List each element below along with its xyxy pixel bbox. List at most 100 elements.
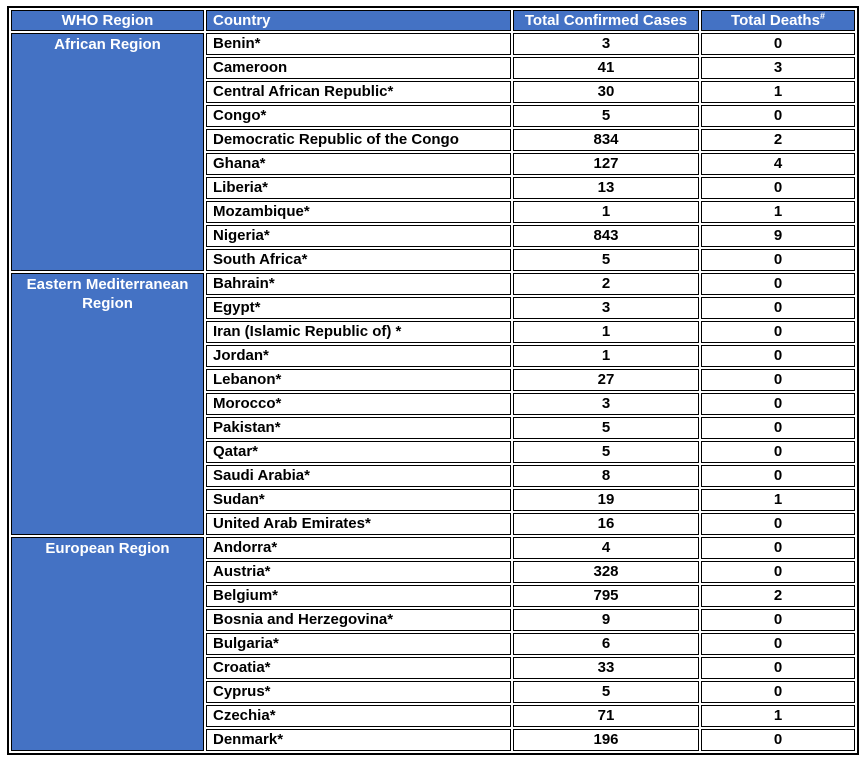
cases-cell: 3 xyxy=(513,297,699,319)
table-row: African Region Benin* 3 0 xyxy=(11,33,855,271)
table-row: Liberia* 13 0 xyxy=(11,177,855,199)
deaths-cell: 0 xyxy=(701,633,855,655)
cases-cell: 9 xyxy=(513,609,699,631)
table-row: South Africa* 5 0 xyxy=(11,249,855,271)
cases-cell: 71 xyxy=(513,705,699,727)
country-cell: Austria* xyxy=(206,561,511,583)
cases-cell: 19 xyxy=(513,489,699,511)
deaths-cell: 3 xyxy=(701,57,855,79)
cases-cell: 5 xyxy=(513,249,699,271)
cases-cell: 1 xyxy=(513,201,699,223)
table-row: Cameroon 41 3 xyxy=(11,57,855,79)
country-cell: Iran (Islamic Republic of) * xyxy=(206,321,511,343)
table-row: Cyprus* 5 0 xyxy=(11,681,855,703)
table-row: United Arab Emirates* 16 0 xyxy=(11,513,855,535)
country-cell: Sudan* xyxy=(206,489,511,511)
col-header-total-deaths: Total Deaths# xyxy=(701,10,855,31)
who-region-case-table: WHO Region Country Total Confirmed Cases… xyxy=(7,6,859,755)
table-row: Iran (Islamic Republic of) * 1 0 xyxy=(11,321,855,343)
cases-cell: 3 xyxy=(513,393,699,415)
col-header-total-confirmed-cases: Total Confirmed Cases xyxy=(513,10,699,31)
deaths-cell: 0 xyxy=(701,177,855,199)
deaths-cell: 0 xyxy=(701,297,855,319)
cases-cell: 5 xyxy=(513,681,699,703)
cases-cell: 5 xyxy=(513,417,699,439)
cases-cell: 328 xyxy=(513,561,699,583)
table-row: Austria* 328 0 xyxy=(11,561,855,583)
cases-cell: 41 xyxy=(513,57,699,79)
country-cell: Lebanon* xyxy=(206,369,511,391)
cases-cell: 13 xyxy=(513,177,699,199)
cases-cell: 5 xyxy=(513,441,699,463)
cases-cell: 3 xyxy=(513,33,699,55)
cases-cell: 8 xyxy=(513,465,699,487)
table-row: Qatar* 5 0 xyxy=(11,441,855,463)
deaths-cell: 0 xyxy=(701,681,855,703)
cases-cell: 127 xyxy=(513,153,699,175)
country-cell: Bulgaria* xyxy=(206,633,511,655)
deaths-cell: 4 xyxy=(701,153,855,175)
country-cell: Cyprus* xyxy=(206,681,511,703)
deaths-cell: 0 xyxy=(701,369,855,391)
deaths-cell: 0 xyxy=(701,657,855,679)
country-cell: Andorra* xyxy=(206,537,511,559)
deaths-cell: 0 xyxy=(701,249,855,271)
table-row: Ghana* 127 4 xyxy=(11,153,855,175)
country-cell: Cameroon xyxy=(206,57,511,79)
deaths-cell: 0 xyxy=(701,393,855,415)
region-cell: European Region xyxy=(11,537,204,751)
country-cell: Denmark* xyxy=(206,729,511,751)
country-cell: Pakistan* xyxy=(206,417,511,439)
deaths-cell: 1 xyxy=(701,705,855,727)
cases-cell: 6 xyxy=(513,633,699,655)
deaths-cell: 0 xyxy=(701,417,855,439)
col-header-country: Country xyxy=(206,10,511,31)
deaths-cell: 0 xyxy=(701,441,855,463)
deaths-cell: 0 xyxy=(701,513,855,535)
table-row: Jordan* 1 0 xyxy=(11,345,855,367)
country-cell: Egypt* xyxy=(206,297,511,319)
table-row: Sudan* 19 1 xyxy=(11,489,855,511)
table-row: European Region Andorra* 4 0 xyxy=(11,537,855,751)
table-row: Morocco* 3 0 xyxy=(11,393,855,415)
country-cell: Ghana* xyxy=(206,153,511,175)
total-deaths-footnote-marker: # xyxy=(819,11,825,21)
country-cell: Liberia* xyxy=(206,177,511,199)
table-body: African Region Benin* 3 0 Cameroon 41 3 Central… xyxy=(11,33,855,751)
deaths-cell: 9 xyxy=(701,225,855,247)
deaths-cell: 2 xyxy=(701,585,855,607)
deaths-cell: 0 xyxy=(701,273,855,295)
table-row: Czechia* 71 1 xyxy=(11,705,855,727)
deaths-cell: 0 xyxy=(701,729,855,751)
country-cell: Belgium* xyxy=(206,585,511,607)
country-cell: Congo* xyxy=(206,105,511,127)
deaths-cell: 0 xyxy=(701,33,855,55)
table-row: Congo* 5 0 xyxy=(11,105,855,127)
document-page: WHO Region Country Total Confirmed Cases… xyxy=(7,6,859,755)
deaths-cell: 2 xyxy=(701,129,855,151)
table-row: Croatia* 33 0 xyxy=(11,657,855,679)
country-cell: Central African Republic* xyxy=(206,81,511,103)
deaths-cell: 0 xyxy=(701,345,855,367)
deaths-cell: 0 xyxy=(701,609,855,631)
deaths-cell: 1 xyxy=(701,201,855,223)
table-row: Democratic Republic of the Congo 834 2 xyxy=(11,129,855,151)
cases-cell: 795 xyxy=(513,585,699,607)
deaths-cell: 1 xyxy=(701,489,855,511)
country-cell: Benin* xyxy=(206,33,511,55)
col-header-total-deaths-label: Total Deaths xyxy=(731,12,820,29)
table-row: Mozambique* 1 1 xyxy=(11,201,855,223)
country-cell: Czechia* xyxy=(206,705,511,727)
cases-cell: 2 xyxy=(513,273,699,295)
table-row: Bulgaria* 6 0 xyxy=(11,633,855,655)
table-row: Saudi Arabia* 8 0 xyxy=(11,465,855,487)
region-cell: Eastern Mediterranean Region xyxy=(11,273,204,535)
cases-cell: 834 xyxy=(513,129,699,151)
cases-cell: 4 xyxy=(513,537,699,559)
deaths-cell: 0 xyxy=(701,465,855,487)
cases-cell: 1 xyxy=(513,321,699,343)
table-row: Bosnia and Herzegovina* 9 0 xyxy=(11,609,855,631)
table-row: Lebanon* 27 0 xyxy=(11,369,855,391)
table-row: Nigeria* 843 9 xyxy=(11,225,855,247)
table-row: Denmark* 196 0 xyxy=(11,729,855,751)
